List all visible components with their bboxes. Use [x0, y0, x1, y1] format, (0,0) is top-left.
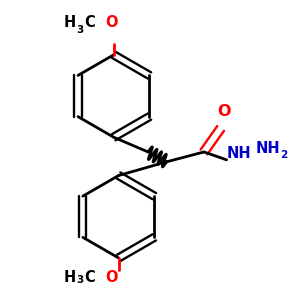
- Text: NH: NH: [226, 146, 251, 161]
- Text: O: O: [105, 270, 117, 285]
- Text: 3: 3: [76, 274, 84, 285]
- Text: O: O: [105, 15, 117, 30]
- Text: H: H: [64, 15, 76, 30]
- Text: O: O: [217, 103, 230, 118]
- Text: H: H: [64, 270, 76, 285]
- Text: C: C: [84, 15, 95, 30]
- Text: C: C: [84, 270, 95, 285]
- Text: 2: 2: [280, 150, 288, 160]
- Text: 3: 3: [76, 25, 84, 35]
- Text: NH: NH: [256, 140, 280, 155]
